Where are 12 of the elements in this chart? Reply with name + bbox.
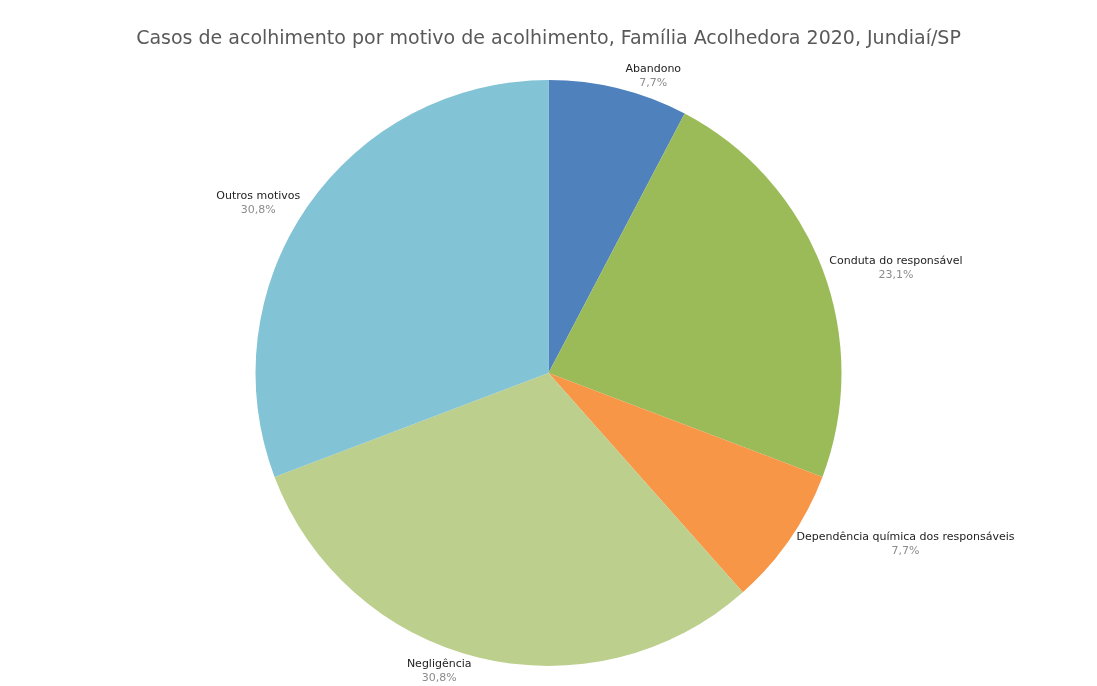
data-label: 30,8% — [421, 671, 457, 684]
slice-label: Conduta do responsável — [829, 253, 963, 267]
slice-label: Dependência química dos responsáveis — [796, 530, 1015, 544]
pie-slice — [548, 80, 685, 373]
chart-title: Casos de acolhimento por motivo de acolhimento, Família Acolhedora 2020, Jundiaí/SP — [136, 26, 961, 49]
data-label: 7,7% — [639, 76, 668, 90]
data-label: 23,1% — [878, 268, 914, 282]
data-label: 30,8% — [240, 202, 276, 216]
slice-label: Abandono — [625, 62, 682, 75]
slice-label: Outros motivos — [216, 188, 301, 202]
slice-label: Negligência — [406, 656, 472, 670]
data-label: 7,7% — [891, 544, 920, 558]
